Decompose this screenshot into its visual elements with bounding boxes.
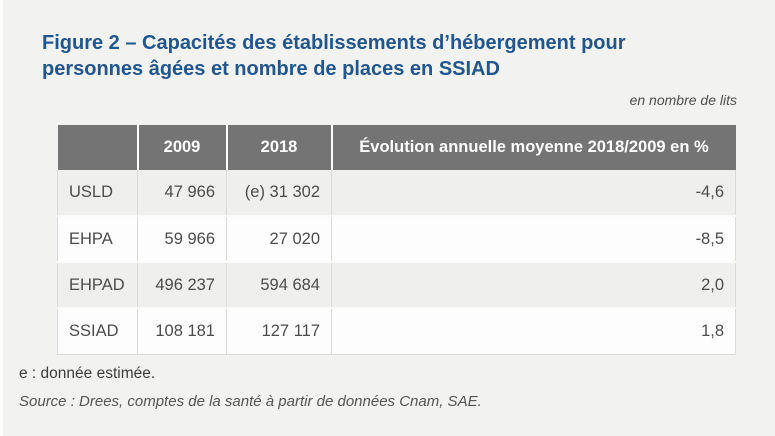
source-note: Source : Drees, comptes de la santé à pa… [19,393,482,410]
row-label: EHPA [57,216,138,263]
table-header-row: 2009 2018 Évolution annuelle moyenne 201… [57,125,736,170]
value-2018: 127 117 [226,308,332,355]
header-cell-evolution: Évolution annuelle moyenne 2018/2009 en … [330,125,736,170]
value-evolution: -8,5 [331,216,736,263]
header-cell-2018: 2018 [225,125,332,170]
value-evolution: 2,0 [331,262,736,309]
value-2009: 496 237 [137,262,227,309]
table-row: USLD 47 966 (e) 31 302 -4,6 [57,170,736,217]
value-2018: (e) 31 302 [226,170,332,217]
header-cell-2009: 2009 [136,125,227,170]
value-2009: 47 966 [137,170,227,217]
figure-title-line2: personnes âgées et nombre de places en S… [42,58,500,80]
value-2009: 108 181 [137,308,227,355]
value-2009: 59 966 [137,216,227,263]
figure-title-line1: Figure 2 – Capacités des établissements … [42,32,626,54]
row-label: EHPAD [57,262,138,309]
table-row: SSIAD 108 181 127 117 1,8 [57,308,736,355]
value-evolution: 1,8 [331,308,736,355]
figure-title: Figure 2 – Capacités des établissements … [42,30,732,82]
unit-note: en nombre de lits [629,92,737,108]
value-2018: 594 684 [226,262,332,309]
row-label: USLD [57,170,138,217]
table-row: EHPAD 496 237 594 684 2,0 [57,262,736,309]
page-left-edge [0,0,3,436]
header-cell-empty [57,125,138,170]
row-label: SSIAD [57,308,138,355]
value-evolution: -4,6 [331,170,736,217]
estimate-note: e : donnée estimée. [19,365,156,382]
capacity-table: 2009 2018 Évolution annuelle moyenne 201… [57,125,736,355]
value-2018: 27 020 [226,216,332,263]
table-row: EHPA 59 966 27 020 -8,5 [57,216,736,263]
